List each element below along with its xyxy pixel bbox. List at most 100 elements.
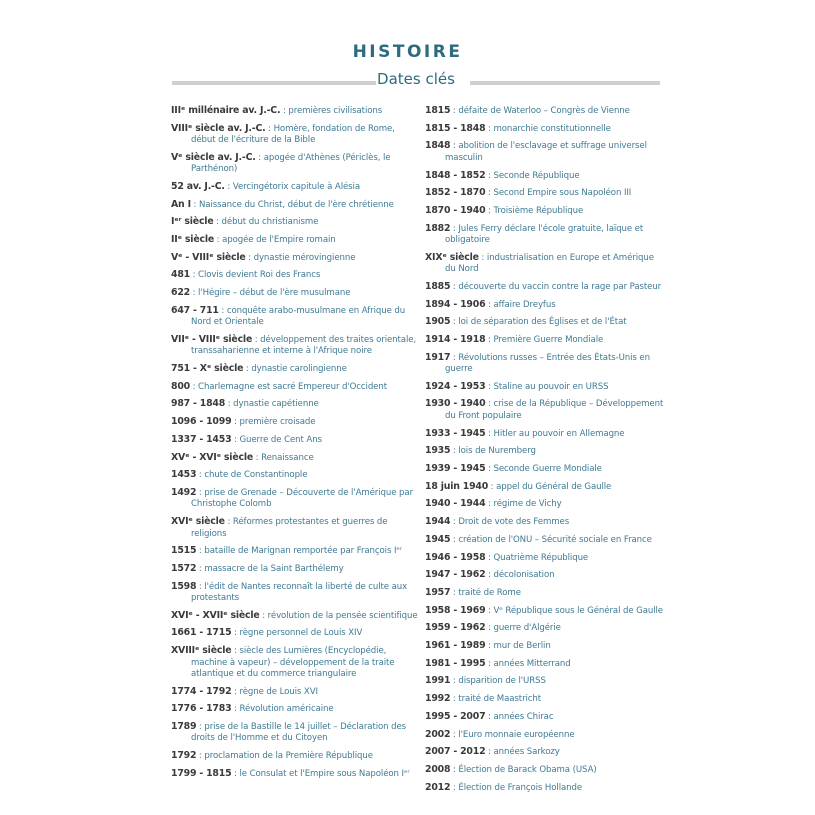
timeline-entry: An I : Naissance du Christ, début de l'è… — [171, 199, 421, 211]
entry-text: Réformes protestantes et guerres de reli… — [191, 517, 388, 539]
entry-date: 1917 — [425, 351, 451, 363]
entry-date: 1945 — [425, 533, 451, 545]
entry-text: mur de Berlin — [493, 641, 551, 652]
entry-text: apogée d'Athènes (Périclès, le Parthénon… — [191, 152, 391, 175]
timeline-entry: 647 - 711 : conquête arabo-musulmane en … — [171, 305, 421, 329]
entry-date: 987 - 1848 — [171, 398, 226, 410]
timeline-entry: 1905 : loi de séparation des Églises et … — [425, 316, 665, 328]
timeline-entry: 1848 - 1852 : Seconde République — [425, 170, 665, 182]
entry-date: 1848 — [425, 140, 451, 152]
entry-text: Charlemagne est sacré Empereur d'Occiden… — [198, 381, 387, 392]
timeline-entry: 1946 - 1958 : Quatrième République — [425, 552, 665, 564]
timeline-entry: 1774 - 1792 : règne de Louis XVI — [171, 686, 421, 698]
entry-date: 622 — [171, 287, 190, 299]
timeline-entry: Iᵉʳ siècle : début du christianisme — [171, 216, 421, 228]
entry-date: 1776 - 1783 — [171, 703, 232, 715]
separator: : — [450, 782, 459, 793]
timeline-entry: 1337 - 1453 : Guerre de Cent Ans — [171, 434, 421, 446]
entry-date: 1894 - 1906 — [425, 298, 486, 310]
subtitle-row: Dates clés — [172, 70, 660, 90]
entry-text: Guerre de Cent Ans — [239, 434, 322, 445]
entry-date: XVIIIᵉ siècle — [171, 645, 232, 657]
timeline-entry: 800 : Charlemagne est sacré Empereur d'O… — [171, 381, 421, 393]
entry-date: 1870 - 1940 — [425, 204, 486, 216]
entry-text: première croisade — [239, 417, 316, 428]
entry-date: 1930 - 1940 — [425, 398, 486, 410]
entry-text: règne de Louis XVI — [239, 686, 318, 697]
entry-date: 1799 - 1815 — [171, 767, 232, 779]
entry-date: 1789 — [171, 721, 197, 733]
entry-text: Hitler au pouvoir en Allemagne — [493, 428, 625, 439]
separator: : — [450, 223, 459, 234]
entry-text: abolition de l'esclavage et suffrage uni… — [445, 141, 647, 163]
entry-text: disparition de l'URSS — [458, 676, 546, 687]
entry-text: Révolutions russes – Entrée des États-Un… — [445, 352, 650, 375]
timeline-entry: 1959 - 1962 : guerre d'Algérie — [425, 622, 665, 634]
entry-date: 1774 - 1792 — [171, 685, 232, 697]
entry-text: Jules Ferry déclare l'école gratuite, la… — [445, 223, 644, 246]
timeline-entry: 1096 - 1099 : première croisade — [171, 416, 421, 428]
entry-text: bataille de Marignan remportée par Franç… — [204, 546, 403, 557]
separator: : — [450, 446, 459, 457]
separator: : — [485, 605, 494, 616]
timeline-entry: XVᵉ - XVIᵉ siècle : Renaissance — [171, 452, 421, 464]
timeline-left-column: IIIᵉ millénaire av. J.-C. : premières ci… — [171, 105, 421, 786]
timeline-entry: 1991 : disparition de l'URSS — [425, 675, 665, 687]
timeline-entry: XVIIIᵉ siècle : siècle des Lumières (Enc… — [171, 645, 421, 680]
entry-date: 1792 — [171, 750, 197, 762]
timeline-entry: 1992 : traité de Maastricht — [425, 693, 665, 705]
separator: : — [485, 623, 494, 634]
entry-text: proclamation de la Première République — [204, 751, 373, 762]
entry-text: décolonisation — [493, 570, 555, 581]
timeline-entry: 1944 : Droit de vote des Femmes — [425, 516, 665, 528]
entry-text: le Consulat et l'Empire sous Napoléon Iᵉ… — [239, 768, 410, 779]
separator: : — [450, 517, 459, 528]
separator: : — [450, 764, 459, 775]
entry-date: 1598 — [171, 580, 197, 592]
entry-text: Révolution américaine — [239, 704, 334, 715]
timeline-entry: 1894 - 1906 : affaire Dreyfus — [425, 299, 665, 311]
separator: : — [255, 152, 264, 163]
divider-left — [172, 81, 376, 85]
entry-text: années Chirac — [493, 711, 554, 722]
timeline-entry: 1917 : Révolutions russes – Entrée des É… — [425, 352, 665, 376]
entry-text: conquête arabo-musulmane en Afrique du N… — [191, 305, 406, 328]
entry-date: IIIᵉ millénaire av. J.-C. — [171, 105, 281, 116]
entry-date: 1991 — [425, 675, 451, 687]
entry-text: premières civilisations — [288, 106, 383, 116]
timeline-entry: 751 - Xᵉ siècle : dynastie carolingienne — [171, 363, 421, 375]
separator: : — [265, 123, 274, 134]
entry-date: 1914 - 1918 — [425, 333, 486, 345]
separator: : — [450, 587, 459, 598]
separator: : — [485, 170, 494, 181]
timeline-entry: 52 av. J.-C. : Vercingétorix capitule à … — [171, 181, 421, 193]
timeline-entry: IIIᵉ millénaire av. J.-C. : premières ci… — [171, 105, 421, 117]
separator: : — [280, 106, 289, 116]
separator: : — [485, 428, 494, 439]
separator: : — [189, 270, 199, 281]
timeline-entry: 1935 : lois de Nuremberg — [425, 445, 665, 457]
entry-text: Droit de vote des Femmes — [458, 517, 570, 528]
timeline-entry: 1792 : proclamation de la Première Répub… — [171, 750, 421, 762]
entry-date: 1940 - 1944 — [425, 498, 486, 510]
entry-text: l'Hégire – début de l'ère musulmane — [198, 288, 351, 299]
entry-text: Second Empire sous Napoléon III — [493, 188, 632, 199]
entry-date: 1815 - 1848 — [425, 122, 486, 134]
entry-date: 1959 - 1962 — [425, 622, 486, 634]
separator: : — [485, 334, 494, 345]
timeline-entry: 1940 - 1944 : régime de Vichy — [425, 498, 665, 510]
entry-date: 52 av. J.-C. — [171, 180, 225, 192]
separator: : — [225, 399, 234, 410]
separator: : — [231, 434, 240, 445]
entry-date: 1981 - 1995 — [425, 657, 486, 669]
separator: : — [231, 417, 240, 428]
separator: : — [485, 463, 494, 474]
separator: : — [231, 704, 240, 715]
separator: : — [231, 628, 240, 639]
separator: : — [213, 217, 222, 228]
timeline-entry: 1961 - 1989 : mur de Berlin — [425, 640, 665, 652]
separator: : — [196, 722, 205, 733]
page-subtitle: Dates clés — [377, 70, 455, 88]
entry-text: Staline au pouvoir en URSS — [493, 381, 609, 392]
separator: : — [485, 123, 494, 134]
